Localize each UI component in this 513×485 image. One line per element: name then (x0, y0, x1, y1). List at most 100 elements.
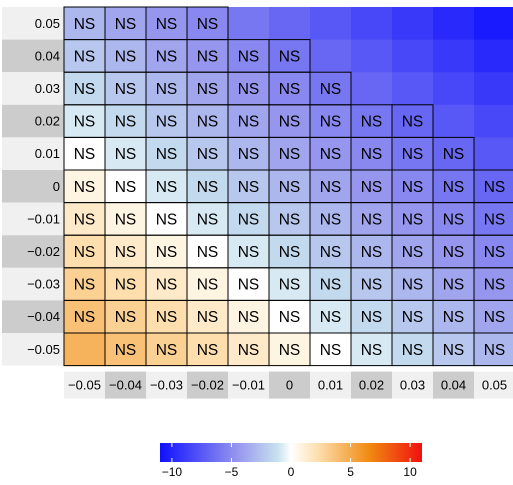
heatmap-cell (105, 104, 147, 138)
heatmap-cell (146, 72, 188, 106)
y-tick-band (2, 300, 64, 333)
cell-label: NS (74, 48, 96, 65)
heatmap-cell (392, 235, 434, 269)
x-tick-label: 0.03 (400, 378, 425, 393)
heatmap-cell (392, 104, 434, 138)
heatmap-cell (64, 202, 106, 236)
cell-label: NS (279, 211, 301, 228)
cell-label: NS (74, 211, 96, 228)
heatmap-cell (433, 137, 475, 171)
y-tick-label: 0.04 (35, 48, 60, 63)
cell-label: NS (361, 244, 383, 261)
heatmap-cell (187, 235, 229, 269)
cell-label: NS (197, 277, 219, 294)
heatmap-cell (228, 333, 270, 367)
y-tick-label: 0.01 (35, 146, 60, 161)
y-tick: 0.04 (2, 39, 64, 73)
heatmap-cell (146, 137, 188, 171)
colorbar-tick: 0 (288, 443, 295, 479)
cell-label: NS (197, 146, 219, 163)
colorbar-tick-label: 5 (347, 465, 354, 479)
heatmap-cell (474, 333, 513, 367)
x-tick: −0.02 (187, 371, 228, 399)
cell-label: NS (74, 309, 96, 326)
cell-label: NS (197, 16, 219, 33)
cell-label: NS (238, 146, 260, 163)
x-tick: −0.03 (146, 371, 187, 399)
heatmap-cell (105, 235, 147, 269)
cell-label: NS (115, 211, 137, 228)
heatmap-cell (64, 137, 106, 171)
cell-label: NS (320, 211, 342, 228)
y-tick: 0.01 (2, 137, 64, 170)
heatmap-cell (351, 333, 393, 367)
cell-label: NS (197, 309, 219, 326)
x-tick-label: −0.02 (191, 378, 224, 393)
cell-label: NS (279, 48, 301, 65)
y-tick-band (2, 39, 64, 73)
y-tick-label: −0.03 (27, 277, 60, 292)
cell-label: NS (115, 179, 137, 196)
cell-label: NS (402, 277, 424, 294)
heatmap-cell (269, 7, 311, 41)
cell-label: NS (115, 48, 137, 65)
heatmap-cell (433, 202, 475, 236)
y-tick-band (2, 267, 64, 301)
cell-label: NS (74, 81, 96, 98)
cell-label: NS (74, 146, 96, 163)
heatmap-cell (269, 137, 311, 171)
heatmap-cell (310, 7, 352, 41)
cell-label: NS (484, 277, 506, 294)
heatmap-cell (64, 39, 106, 73)
heatmap-cell (392, 7, 434, 41)
y-tick-band (2, 170, 64, 203)
heatmap-cell (269, 300, 311, 334)
x-tick-label: −0.01 (232, 378, 265, 393)
heatmap-cell (228, 7, 270, 41)
heatmap-cell (187, 137, 229, 171)
x-tick-band (392, 371, 433, 399)
cell-label: NS (279, 114, 301, 131)
heatmap-cell (146, 333, 188, 367)
y-tick-band (2, 137, 64, 170)
y-tick-band (2, 202, 64, 236)
heatmap-cell (269, 39, 311, 73)
heatmap-cell (187, 7, 229, 41)
heatmap-cell (64, 267, 106, 301)
cell-label: NS (402, 114, 424, 131)
cell-label: NS (484, 309, 506, 326)
cell-label: NS (402, 179, 424, 196)
heatmap-cell (433, 267, 475, 301)
cell-label: NS (238, 309, 260, 326)
y-tick-band (2, 7, 64, 40)
x-tick-band (269, 371, 310, 399)
heatmap-cell (474, 72, 513, 106)
heatmap-cell (433, 170, 475, 204)
cell-label: NS (279, 81, 301, 98)
y-tick-band (2, 104, 64, 138)
cell-label: NS (361, 179, 383, 196)
y-tick-band (2, 235, 64, 268)
y-axis: 0.05 0.04 0.03 0.02 0.01 0 −0.01 −0.02 −0.03 −0.0… (2, 7, 64, 366)
heatmap-cell (146, 39, 188, 73)
x-tick-band (433, 371, 474, 399)
x-tick-band (146, 371, 187, 399)
x-tick-label: 0.05 (482, 378, 507, 393)
cell-border (473, 332, 513, 367)
x-tick-band (310, 371, 351, 399)
y-tick: 0.05 (2, 7, 64, 40)
colorbar-tick: 10 (403, 443, 417, 479)
y-tick-band (2, 333, 64, 366)
heatmap-cell (392, 300, 434, 334)
heatmap-cell (474, 7, 513, 41)
x-tick: 0.03 (392, 371, 433, 399)
x-tick-label: −0.03 (150, 378, 183, 393)
heatmap-cell (310, 72, 352, 106)
x-tick-band (105, 371, 146, 399)
cell-label: NS (443, 146, 465, 163)
y-tick-label: 0.05 (35, 16, 60, 31)
x-tick: −0.04 (105, 371, 146, 399)
cell-label: NS (156, 211, 178, 228)
heatmap-cell (64, 104, 106, 138)
cell-label: NS (279, 342, 301, 359)
